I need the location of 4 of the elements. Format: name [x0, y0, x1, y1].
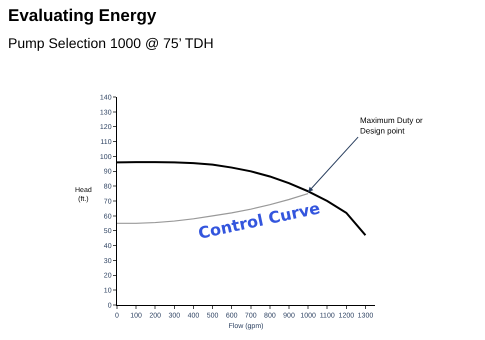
chart-title: Evaluating Energy — [8, 6, 157, 25]
annotation: Maximum Duty or Design point — [360, 116, 424, 136]
chart-subtitle: Pump Selection 1000 @ 75’ TDH — [8, 35, 214, 51]
annotation: Control Curve — [196, 198, 322, 243]
